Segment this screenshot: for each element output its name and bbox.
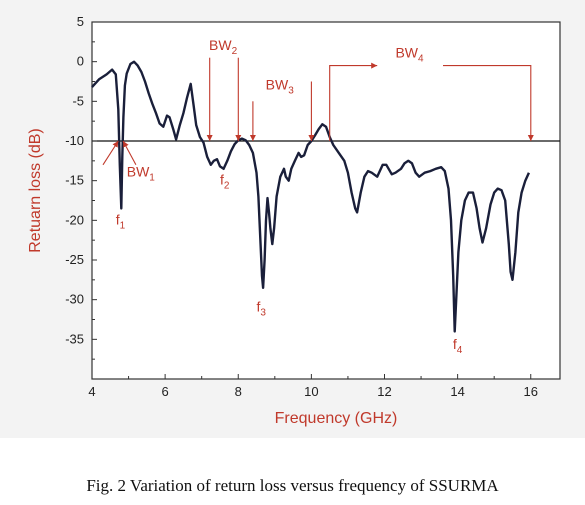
annotation-f3: f3 bbox=[257, 299, 267, 319]
y-tick-label: -20 bbox=[65, 212, 84, 227]
annotation-arrow bbox=[102, 140, 119, 166]
plot-frame bbox=[91, 21, 561, 380]
x-tick-label: 8 bbox=[235, 384, 242, 399]
y-tick-label: 5 bbox=[77, 14, 84, 29]
x-tick-label: 16 bbox=[524, 384, 538, 399]
annotation-arrow bbox=[443, 65, 534, 141]
y-axis-title: Retuarn loss (dB) bbox=[27, 128, 44, 253]
y-tick-label: -35 bbox=[65, 331, 84, 346]
annotation-arrow bbox=[329, 62, 378, 141]
annotation-bw1: BW1 bbox=[127, 164, 156, 184]
y-tick-label: -5 bbox=[72, 93, 84, 108]
series-line-return-loss bbox=[91, 60, 530, 333]
return-loss-chart: BW1 BW2 BW3 BW4 f1 f2 f3 f4 4 6 8 10 12 14 16 5 0 -5 -10… bbox=[27, 14, 561, 427]
annotation-f1: f1 bbox=[116, 211, 126, 231]
x-tick-label: 6 bbox=[162, 384, 169, 399]
annotation-arrow bbox=[122, 140, 137, 166]
chart-figure: BW1 BW2 BW3 BW4 f1 f2 f3 f4 4 6 8 10 12 14 16 5 0 -5 -10… bbox=[0, 0, 585, 438]
x-tick-label: 4 bbox=[88, 384, 95, 399]
y-tick-label: -15 bbox=[65, 173, 84, 188]
x-axis-title: Frequency (GHz) bbox=[275, 410, 398, 427]
y-tick-label: -25 bbox=[65, 252, 84, 267]
x-tick-label: 12 bbox=[377, 384, 391, 399]
y-tick-label: -30 bbox=[65, 292, 84, 307]
figure-caption: Fig. 2 Variation of return loss versus f… bbox=[86, 476, 499, 495]
x-tick-label: 14 bbox=[450, 384, 464, 399]
x-tick-label: 10 bbox=[304, 384, 318, 399]
annotation-bw4: BW4 bbox=[395, 45, 424, 65]
annotation-bw3: BW3 bbox=[266, 76, 295, 96]
annotation-f4: f4 bbox=[453, 336, 463, 356]
annotation-f2: f2 bbox=[220, 172, 230, 192]
y-tick-label: -10 bbox=[65, 133, 84, 148]
annotation-bw2: BW2 bbox=[209, 37, 238, 57]
y-tick-label: 0 bbox=[77, 54, 84, 69]
